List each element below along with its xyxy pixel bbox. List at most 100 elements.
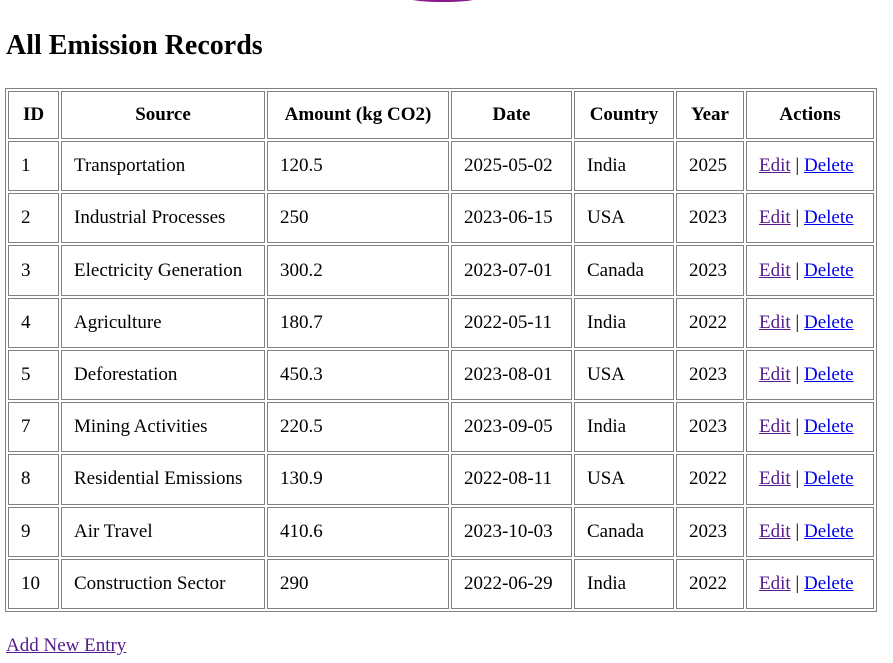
page-title: All Emission Records <box>6 30 263 61</box>
cell-actions: Edit | Delete <box>746 506 874 557</box>
action-separator: | <box>795 468 800 490</box>
cell-year: 2022 <box>676 297 744 348</box>
delete-link[interactable]: Delete <box>803 311 854 333</box>
add-new-entry-link[interactable]: Add New Entry <box>6 635 127 656</box>
header-actions: Actions <box>746 91 874 139</box>
cell-source: Air Travel <box>61 506 265 557</box>
cell-amount: 120.5 <box>267 141 449 192</box>
cell-year: 2023 <box>676 193 744 244</box>
cell-country: India <box>574 297 674 348</box>
delete-link[interactable]: Delete <box>803 572 854 594</box>
edit-link[interactable]: Edit <box>759 207 791 229</box>
cell-id: 7 <box>8 402 59 453</box>
header-year: Year <box>676 91 744 139</box>
edit-link[interactable]: Edit <box>759 572 791 594</box>
header-country: Country <box>574 91 674 139</box>
cell-source: Residential Emissions <box>61 454 265 505</box>
cell-amount: 220.5 <box>267 402 449 453</box>
cell-country: Canada <box>574 245 674 296</box>
delete-link[interactable]: Delete <box>803 468 854 490</box>
cell-date: 2025-05-02 <box>451 141 572 192</box>
edit-link[interactable]: Edit <box>759 311 791 333</box>
cell-year: 2023 <box>676 349 744 401</box>
edit-link[interactable]: Edit <box>759 468 791 490</box>
delete-link[interactable]: Delete <box>803 520 854 542</box>
cell-year: 2023 <box>676 245 744 296</box>
action-separator: | <box>795 363 800 385</box>
cell-amount: 410.6 <box>267 506 449 557</box>
cell-actions: Edit | Delete <box>746 402 874 453</box>
edit-link[interactable]: Edit <box>759 363 791 385</box>
cell-id: 4 <box>8 297 59 348</box>
cell-actions: Edit | Delete <box>746 454 874 505</box>
cell-year: 2023 <box>676 506 744 557</box>
table-body: 1 Transportation 120.5 2025-05-02 India 2025 E… <box>8 141 874 609</box>
table-row: 10 Construction Sector 290 2022-06-29 India 2… <box>8 558 874 609</box>
cell-source: Transportation <box>61 141 265 192</box>
cell-actions: Edit | Delete <box>746 558 874 609</box>
cell-country: USA <box>574 193 674 244</box>
header-amount: Amount (kg CO2) <box>267 91 449 139</box>
action-separator: | <box>795 572 800 594</box>
cell-actions: Edit | Delete <box>746 193 874 244</box>
cell-amount: 250 <box>267 193 449 244</box>
cell-source: Construction Sector <box>61 558 265 609</box>
cell-date: 2022-06-29 <box>451 558 572 609</box>
header-date: Date <box>451 91 572 139</box>
cell-date: 2023-10-03 <box>451 506 572 557</box>
top-decoration <box>408 0 478 2</box>
table-row: 2 Industrial Processes 250 2023-06-15 USA 202… <box>8 193 874 244</box>
cell-id: 3 <box>8 245 59 296</box>
edit-link[interactable]: Edit <box>759 416 791 438</box>
cell-country: India <box>574 558 674 609</box>
cell-amount: 130.9 <box>267 454 449 505</box>
cell-id: 2 <box>8 193 59 244</box>
action-separator: | <box>795 155 800 177</box>
header-id: ID <box>8 91 59 139</box>
cell-id: 5 <box>8 349 59 401</box>
cell-amount: 180.7 <box>267 297 449 348</box>
cell-actions: Edit | Delete <box>746 349 874 401</box>
cell-year: 2022 <box>676 454 744 505</box>
cell-source: Mining Activities <box>61 402 265 453</box>
cell-country: India <box>574 141 674 192</box>
cell-country: India <box>574 402 674 453</box>
table-row: 8 Residential Emissions 130.9 2022-08-11 USA… <box>8 454 874 505</box>
cell-date: 2022-05-11 <box>451 297 572 348</box>
delete-link[interactable]: Delete <box>803 207 854 229</box>
cell-actions: Edit | Delete <box>746 141 874 192</box>
delete-link[interactable]: Delete <box>803 416 854 438</box>
cell-source: Electricity Generation <box>61 245 265 296</box>
table-row: 9 Air Travel 410.6 2023-10-03 Canada 2023 Edit… <box>8 506 874 557</box>
action-separator: | <box>795 207 800 229</box>
table-header-row: ID Source Amount (kg CO2) Date Country Y… <box>8 91 874 139</box>
table-row: 4 Agriculture 180.7 2022-05-11 India 2022 Edit… <box>8 297 874 348</box>
delete-link[interactable]: Delete <box>803 363 854 385</box>
edit-link[interactable]: Edit <box>759 155 791 177</box>
table-row: 3 Electricity Generation 300.2 2023-07-01 Ca… <box>8 245 874 296</box>
cell-amount: 300.2 <box>267 245 449 296</box>
cell-id: 9 <box>8 506 59 557</box>
cell-actions: Edit | Delete <box>746 297 874 348</box>
delete-link[interactable]: Delete <box>803 259 854 281</box>
cell-source: Industrial Processes <box>61 193 265 244</box>
cell-date: 2023-06-15 <box>451 193 572 244</box>
edit-link[interactable]: Edit <box>759 520 791 542</box>
table-row: 1 Transportation 120.5 2025-05-02 India 2025 E… <box>8 141 874 192</box>
action-separator: | <box>795 416 800 438</box>
cell-id: 1 <box>8 141 59 192</box>
cell-amount: 450.3 <box>267 349 449 401</box>
table-row: 5 Deforestation 450.3 2023-08-01 USA 2023 Edit… <box>8 349 874 401</box>
cell-date: 2023-08-01 <box>451 349 572 401</box>
cell-id: 10 <box>8 558 59 609</box>
cell-actions: Edit | Delete <box>746 245 874 296</box>
cell-source: Deforestation <box>61 349 265 401</box>
delete-link[interactable]: Delete <box>803 155 854 177</box>
cell-source: Agriculture <box>61 297 265 348</box>
cell-year: 2025 <box>676 141 744 192</box>
cell-amount: 290 <box>267 558 449 609</box>
edit-link[interactable]: Edit <box>759 259 791 281</box>
emission-records-table: ID Source Amount (kg CO2) Date Country Y… <box>5 88 877 612</box>
cell-date: 2023-09-05 <box>451 402 572 453</box>
cell-date: 2022-08-11 <box>451 454 572 505</box>
